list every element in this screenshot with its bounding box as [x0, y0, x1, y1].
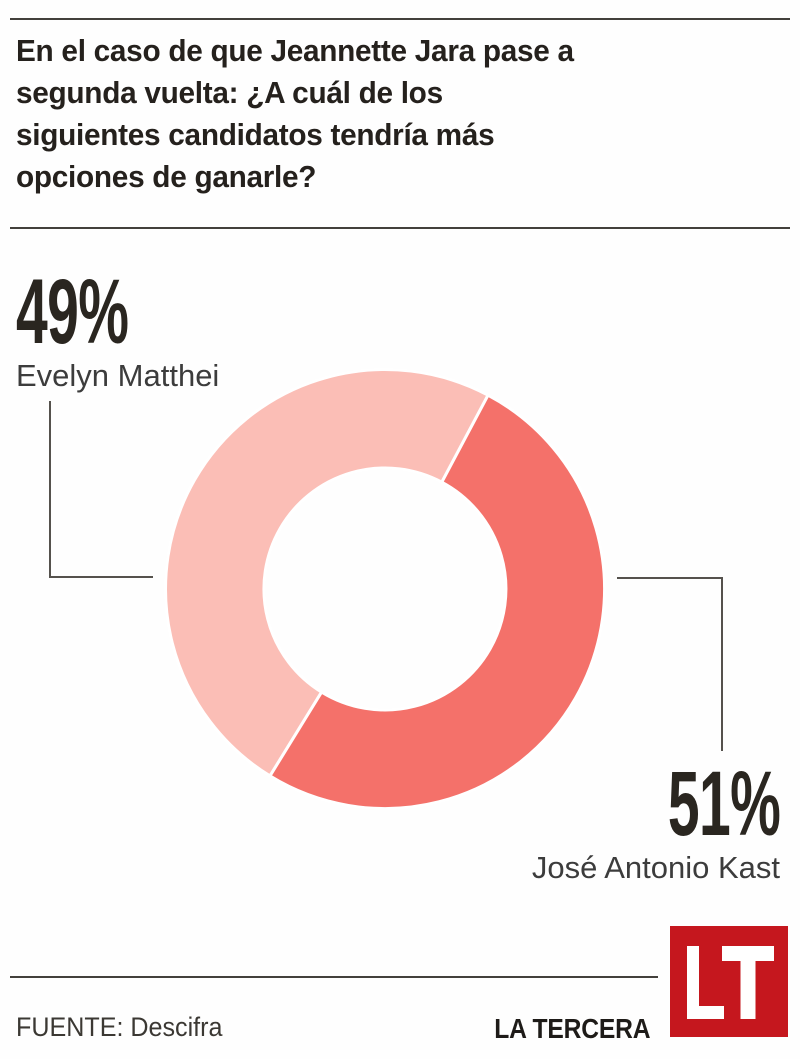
kast-callout: 51% José Antonio Kast: [531, 753, 781, 886]
top-divider: [10, 18, 790, 20]
matthei-callout-line-vertical: [49, 401, 51, 577]
source-credit: FUENTE: Descifra: [16, 1012, 223, 1042]
brand-name: LA TERCERA: [493, 1013, 650, 1044]
title-line: segunda vuelta: ¿A cuál de los: [16, 75, 443, 110]
matthei-callout-line-horizontal: [49, 576, 153, 578]
matthei-label: Evelyn Matthei: [16, 358, 220, 393]
kast-percentage: 51%: [667, 753, 781, 855]
matthei-percentage: 49%: [16, 261, 129, 363]
title-line: En el caso de que Jeannette Jara pase a: [16, 33, 574, 68]
footer-divider: [10, 976, 658, 978]
chart-question-title: En el caso de que Jeannette Jara pase a …: [16, 30, 736, 198]
title-bottom-divider: [10, 227, 790, 229]
lt-logo-letters: [687, 946, 774, 1019]
lt-logo: [670, 926, 788, 1037]
donut-slice-0: [164, 368, 491, 779]
kast-callout-line-horizontal: [617, 577, 722, 579]
title-line: opciones de ganarle?: [16, 159, 317, 194]
donut-chart: [164, 368, 606, 810]
kast-label: José Antonio Kast: [531, 850, 780, 885]
matthei-callout: 49% Evelyn Matthei: [16, 266, 219, 394]
title-line: siguientes candidatos tendría más: [16, 117, 495, 152]
kast-callout-line-vertical: [721, 577, 723, 751]
donut-slice-1: [267, 393, 606, 810]
